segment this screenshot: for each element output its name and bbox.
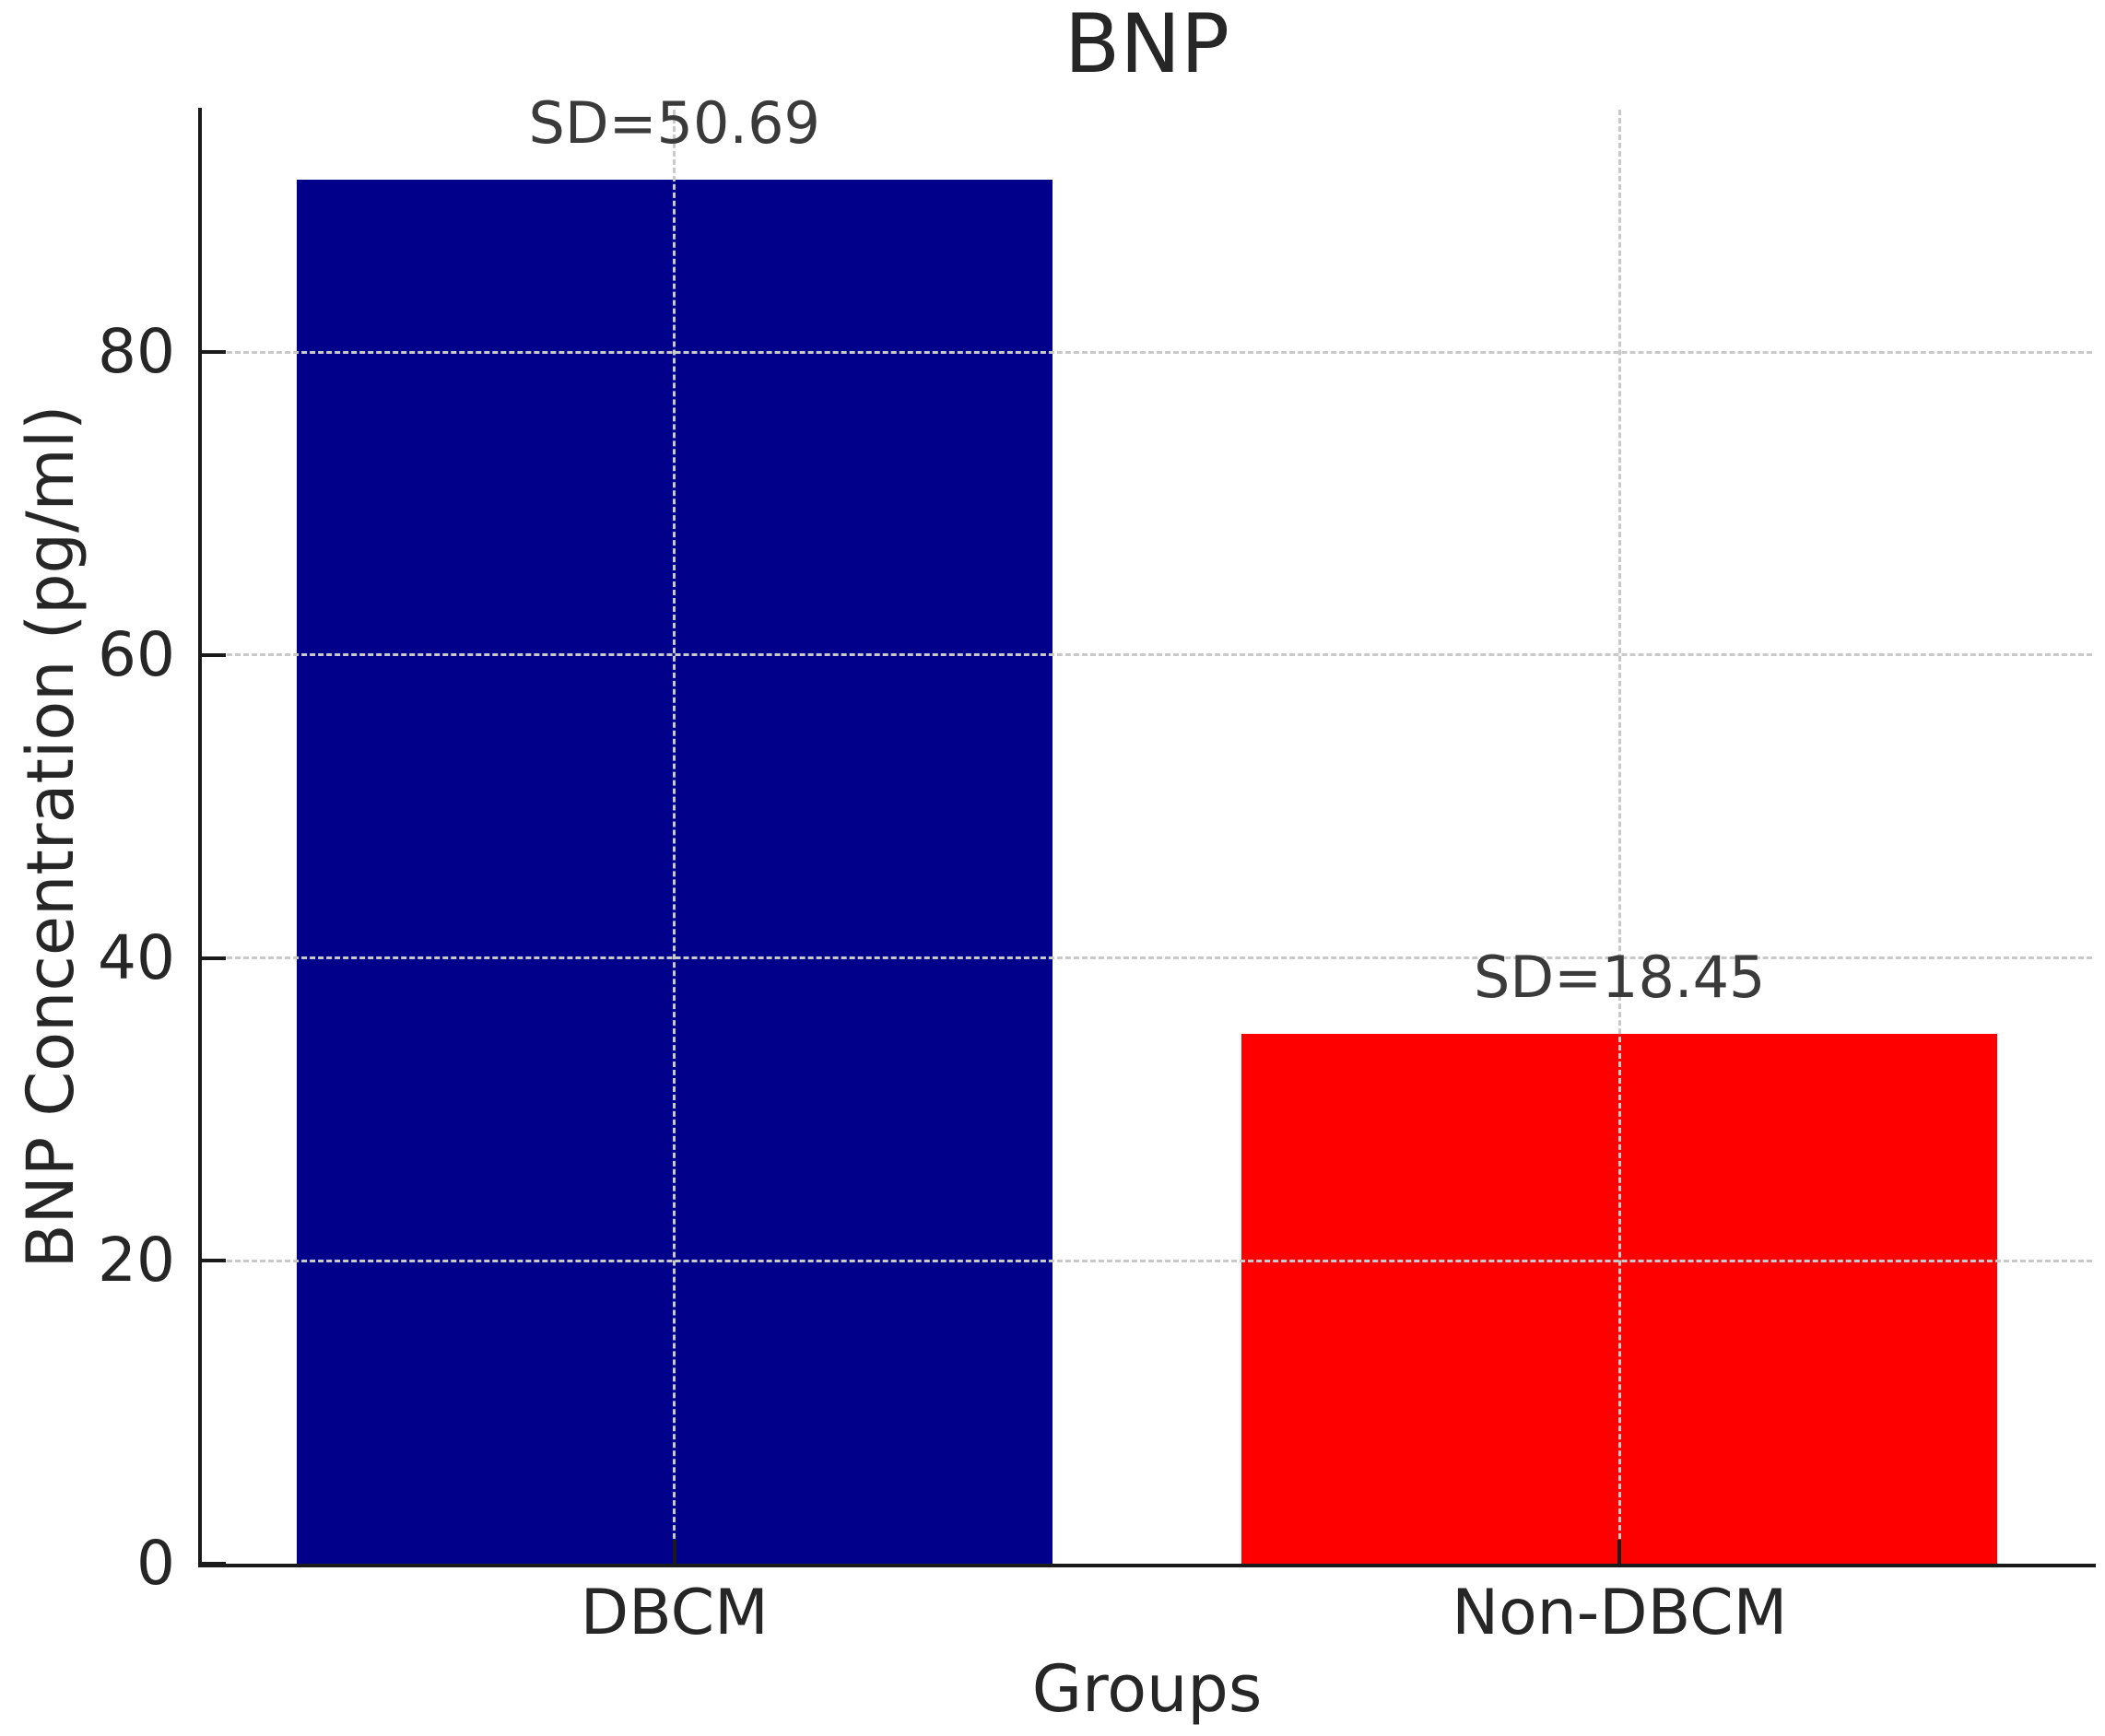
- sd-annotation-dbcm: SD=50.69: [528, 88, 821, 157]
- y-axis-spine: [198, 108, 202, 1567]
- ytick-mark-20: [202, 1259, 226, 1263]
- v-gridline-non-dbcm: [1617, 110, 1621, 1564]
- ytick-label-0: 0: [136, 1528, 175, 1599]
- xtick-mark-non-dbcm: [1617, 1540, 1622, 1564]
- x-axis-label: Groups: [1031, 1651, 1263, 1727]
- xtick-label-dbcm: DBCM: [580, 1577, 769, 1649]
- ytick-mark-60: [202, 652, 226, 657]
- ytick-label-80: 80: [98, 316, 175, 387]
- sd-annotation-non-dbcm: SD=18.45: [1473, 943, 1766, 1011]
- h-gridline-60: [202, 653, 2092, 657]
- h-gridline-80: [202, 350, 2092, 354]
- xtick-label-non-dbcm: Non-DBCM: [1452, 1577, 1788, 1649]
- y-axis-label: BNP Concentration (pg/ml): [13, 405, 88, 1269]
- ytick-mark-40: [202, 956, 226, 960]
- chart-title: BNP: [1064, 0, 1230, 91]
- xtick-mark-dbcm: [672, 1540, 676, 1564]
- v-gridline-dbcm: [673, 110, 676, 1564]
- ytick-label-20: 20: [98, 1225, 175, 1296]
- h-gridline-40: [202, 956, 2092, 959]
- ytick-mark-80: [202, 350, 226, 354]
- h-gridline-20: [202, 1259, 2092, 1262]
- x-axis-spine: [198, 1564, 2096, 1567]
- plot-area: [202, 110, 2092, 1566]
- ytick-mark-0: [202, 1562, 226, 1566]
- ytick-label-40: 40: [98, 921, 175, 993]
- ytick-label-60: 60: [98, 618, 175, 690]
